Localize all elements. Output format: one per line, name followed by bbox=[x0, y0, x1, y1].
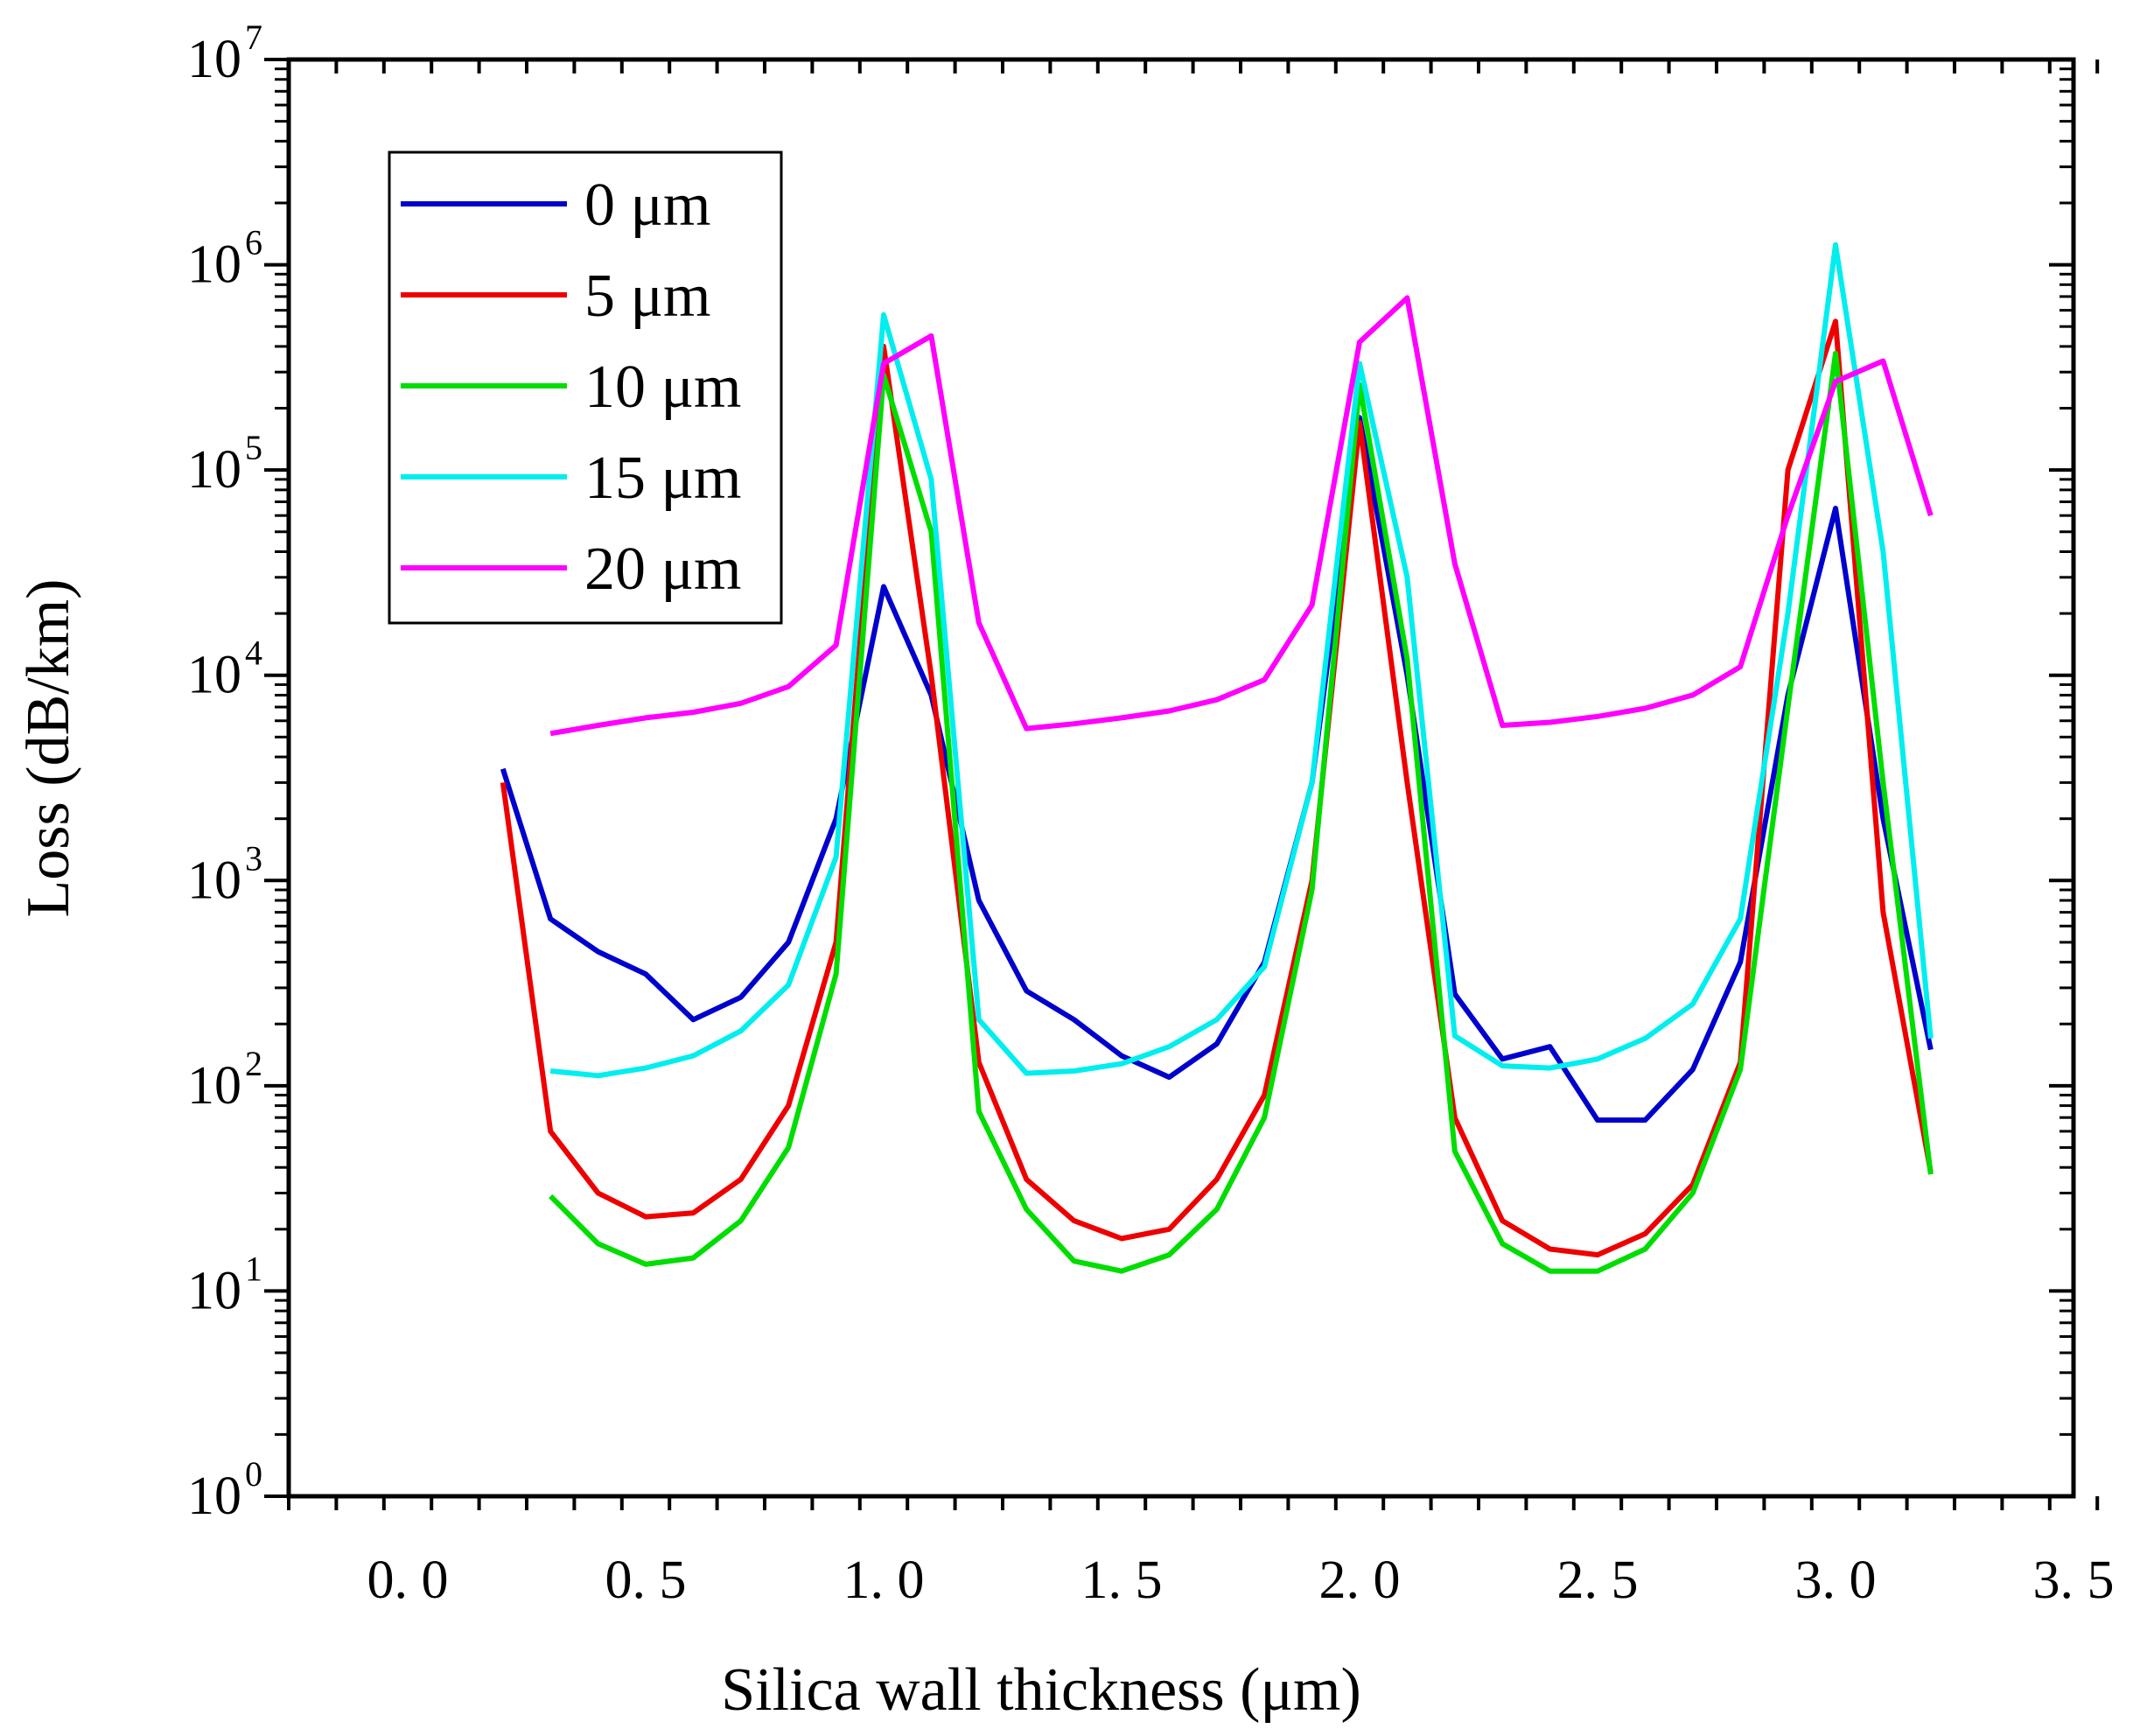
y-tick-label: 10 bbox=[187, 1261, 241, 1320]
y-tick-exponent: 2 bbox=[245, 1044, 262, 1083]
series-line-2 bbox=[500, 318, 1934, 1258]
y-tick-exponent: 0 bbox=[245, 1454, 262, 1494]
y-tick-label: 10 bbox=[187, 1056, 241, 1116]
legend-label-2: 5 μm bbox=[584, 262, 710, 330]
plot-frame bbox=[286, 57, 2076, 1499]
y-tick-exponent: 3 bbox=[245, 838, 262, 878]
legend-label-3: 10 μm bbox=[584, 354, 741, 421]
x-tick-label: 1. 0 bbox=[843, 1550, 925, 1610]
y-tick-label: 10 bbox=[187, 440, 241, 500]
legend: 0 μm 5 μm 10 μm 15 μm 20 μm bbox=[388, 150, 783, 625]
y-tick-exponent: 1 bbox=[245, 1249, 262, 1288]
y-tick-exponent: 7 bbox=[245, 18, 262, 57]
x-axis-title: Silica wall thickness (μm) bbox=[721, 1656, 1361, 1724]
legend-label-5: 20 μm bbox=[584, 536, 741, 603]
series-line-5 bbox=[549, 295, 1934, 737]
legend-label-1: 0 μm bbox=[584, 172, 710, 239]
series-line-1 bbox=[500, 415, 1934, 1124]
series-line-4 bbox=[549, 242, 1934, 1079]
y-tick-label: 10 bbox=[187, 30, 241, 89]
x-tick-label: 3. 5 bbox=[2033, 1550, 2115, 1610]
y-tick-label: 10 bbox=[187, 235, 241, 295]
series-line-3 bbox=[549, 350, 1934, 1274]
legend-label-4: 15 μm bbox=[584, 444, 741, 512]
x-tick-label: 2. 5 bbox=[1557, 1550, 1639, 1610]
x-tick-label: 1. 5 bbox=[1081, 1550, 1163, 1610]
y-tick-label: 10 bbox=[187, 850, 241, 910]
y-tick-exponent: 6 bbox=[245, 223, 262, 262]
y-axis-title: Loss (dB/km) bbox=[15, 579, 82, 918]
y-tick-label: 10 bbox=[187, 646, 241, 705]
y-tick-exponent: 4 bbox=[245, 634, 262, 673]
x-tick-label: 3. 0 bbox=[1795, 1550, 1877, 1610]
series-group bbox=[500, 242, 1934, 1274]
x-tick-label: 0. 0 bbox=[367, 1550, 449, 1610]
x-tick-label: 0. 5 bbox=[605, 1550, 687, 1610]
y-tick-exponent: 5 bbox=[245, 428, 262, 467]
x-tick-label: 2. 0 bbox=[1319, 1550, 1401, 1610]
y-tick-label: 10 bbox=[187, 1466, 241, 1526]
x-ticks: 0. 0 0. 5 1. 0 1. 5 2. 0 2. 5 3. 0 3. 5 bbox=[287, 60, 2115, 1610]
